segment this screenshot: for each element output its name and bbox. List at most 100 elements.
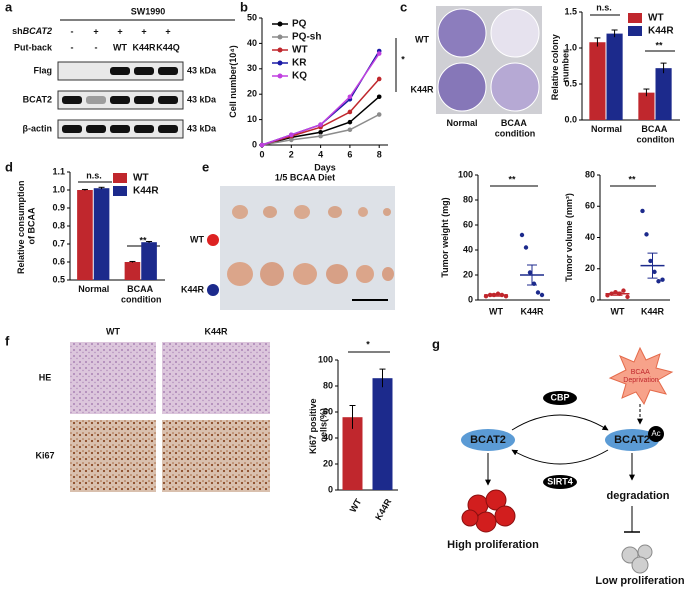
arrow (511, 414, 609, 431)
y-tick-label: 1.1 (52, 166, 65, 176)
y-tick-label: 0.9 (52, 202, 65, 212)
legend-marker (277, 34, 283, 40)
legend-swatch (113, 173, 127, 183)
y-tick-label: 40 (585, 232, 595, 242)
bar (141, 242, 157, 280)
y-tick-label: 1.0 (52, 184, 65, 194)
micrograph (162, 342, 270, 414)
legend-swatch (628, 13, 642, 23)
col-label: BCAA condition (495, 118, 536, 138)
annotation: * (366, 339, 370, 349)
diagram (461, 346, 674, 574)
band (62, 96, 82, 104)
legend-label: WT (648, 13, 664, 24)
panel-letter: b (240, 0, 248, 14)
writer: CBP (550, 392, 569, 402)
annotation: ** (628, 174, 636, 184)
bar (372, 378, 393, 490)
cell-line: SW1990 (131, 6, 166, 16)
point (318, 122, 323, 127)
legend-label: WT (133, 173, 149, 184)
point (660, 277, 665, 282)
y-tick-label: 80 (463, 194, 473, 204)
sh-label: shBCAT2 (12, 26, 52, 36)
point (640, 208, 645, 214)
y-tick-label: 0.5 (564, 78, 577, 88)
x-tick-label: 0 (259, 149, 264, 159)
row-label: HE (39, 372, 52, 382)
col-label: Normal (446, 118, 477, 128)
col-label: WT (106, 326, 120, 336)
point (539, 292, 545, 298)
band (158, 96, 178, 104)
sh-prefix: sh (12, 26, 23, 36)
point (652, 269, 657, 275)
sign: + (117, 26, 122, 36)
col-label: K44R (204, 326, 228, 336)
y-tick-label: 30 (247, 63, 257, 73)
row-label: WT (190, 234, 204, 244)
panel-letter: d (5, 159, 13, 174)
putback-lane: WT (113, 42, 127, 52)
y-tick-label: 100 (318, 354, 333, 364)
panel-letter: a (5, 0, 13, 14)
band (158, 67, 178, 75)
y-tick-label: 80 (323, 380, 333, 390)
band (86, 96, 106, 104)
legend-label: PQ (292, 19, 307, 30)
x-tick-label: WT (489, 306, 503, 316)
group-dot (207, 284, 219, 296)
x-tick-label: BCAA conditon (637, 124, 675, 144)
point (289, 137, 294, 143)
group-dot (207, 234, 219, 246)
y-tick-label: 0 (328, 484, 333, 494)
enzyme-oval (543, 475, 577, 489)
dish (490, 8, 540, 58)
band (110, 96, 130, 104)
y-tick-label: 0 (252, 139, 257, 149)
image-frame (220, 186, 395, 310)
legend-swatch (113, 186, 127, 196)
band (86, 125, 106, 133)
y-tick-label: 0.0 (564, 114, 577, 124)
outcome: degradation (607, 490, 670, 502)
putback-label: Put-back (14, 42, 53, 52)
y-axis-label: Tumor weight (mg) (440, 197, 450, 277)
band (110, 125, 130, 133)
point (519, 232, 525, 238)
row-label: WT (415, 34, 429, 44)
mark: Ac (651, 429, 660, 438)
y-axis-label: Tumor volume (mm³) (564, 193, 574, 282)
legend-label: K44R (648, 26, 674, 37)
x-tick-label: 6 (347, 149, 352, 159)
x-tick-label: Normal (591, 124, 622, 134)
point (648, 258, 653, 264)
band (158, 125, 178, 133)
bar (77, 190, 93, 280)
y-tick-label: 40 (323, 432, 333, 442)
micrograph (70, 420, 156, 492)
protein-node (461, 429, 515, 451)
legend-marker (277, 21, 283, 27)
x-tick-label: K44R (520, 306, 544, 316)
result: High proliferation (447, 539, 539, 551)
blot-row-label: Flag (33, 65, 52, 75)
tumor (383, 208, 391, 216)
legend-marker (277, 47, 283, 53)
putback-lane: K44R (132, 42, 156, 52)
y-tick-label: 1.0 (564, 42, 577, 52)
panel-letter: f (5, 333, 10, 348)
node: BCAT2 (614, 434, 650, 446)
point (259, 142, 265, 148)
point (376, 76, 382, 82)
tumor (382, 267, 394, 281)
bar (606, 33, 623, 120)
bar (342, 417, 363, 490)
x-tick-label: WT (348, 497, 364, 515)
annotation: n.s. (86, 170, 102, 180)
sign: + (165, 26, 170, 36)
acetyl-mark (648, 426, 664, 442)
point (656, 279, 661, 284)
point (318, 130, 323, 135)
